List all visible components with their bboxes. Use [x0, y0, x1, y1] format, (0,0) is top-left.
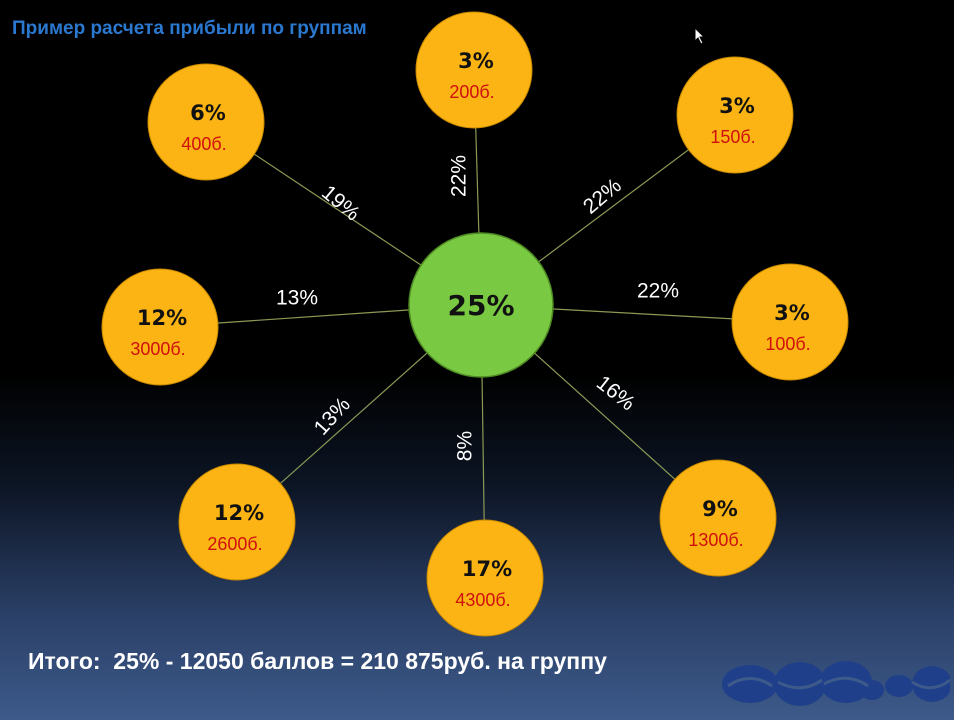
edge-percent-label: 13% [276, 287, 318, 310]
group-circle [659, 459, 777, 577]
center-circle [408, 232, 554, 378]
group-points: 4300б. [455, 590, 510, 610]
group-points: 1300б. [688, 530, 743, 550]
group-circle [101, 268, 219, 386]
edge-percent-label: 19% [317, 181, 364, 226]
group-node: 9% 1300б. [659, 459, 777, 577]
page-title: Пример расчета прибыли по группам [12, 18, 367, 39]
group-node: 17% 4300б. [426, 519, 544, 637]
group-circle [676, 56, 794, 174]
edge-percent-label: 22% [579, 174, 626, 219]
arrow-cursor-icon [694, 27, 706, 45]
group-circle [147, 63, 265, 181]
group-node: 3% 150б. [676, 56, 794, 174]
group-nodes: 3% 200б. 3% 150б. 3% 100б. 9% 1300б. 17% 4300б. 12… [101, 11, 849, 637]
center-node: 25% [408, 232, 554, 378]
group-node: 12% 3000б. [101, 268, 219, 386]
group-node: 3% 200б. [415, 11, 533, 129]
edge-percent-label: 22% [637, 280, 679, 303]
group-points: 200б. [449, 82, 494, 102]
edge-percent-label: 22% [448, 155, 471, 197]
edge-percent-label: 13% [310, 393, 355, 440]
group-node: 3% 100б. [731, 263, 849, 381]
group-circle [415, 11, 533, 129]
group-percent: 17% [462, 557, 512, 581]
company-logo [722, 661, 950, 706]
group-percent: 12% [214, 501, 264, 525]
group-percent: 3% [774, 301, 810, 325]
group-points: 150б. [710, 127, 755, 147]
group-points: 3000б. [130, 339, 185, 359]
total-summary: Итого: 25% - 12050 баллов = 210 875руб. … [28, 648, 607, 674]
group-points: 2600б. [207, 534, 262, 554]
group-circle [731, 263, 849, 381]
edge-percent-label: 16% [592, 371, 639, 415]
group-circle [178, 463, 296, 581]
group-percent: 12% [137, 306, 187, 330]
group-percent: 3% [458, 49, 494, 73]
group-points: 100б. [765, 334, 810, 354]
group-node: 12% 2600б. [178, 463, 296, 581]
group-percent: 3% [719, 94, 755, 118]
group-percent: 6% [190, 101, 226, 125]
center-percent: 25% [447, 289, 514, 322]
group-circle [426, 519, 544, 637]
group-node: 6% 400б. [147, 63, 265, 181]
group-percent: 9% [702, 497, 738, 521]
edge-percent-label: 8% [454, 431, 477, 461]
group-points: 400б. [181, 134, 226, 154]
